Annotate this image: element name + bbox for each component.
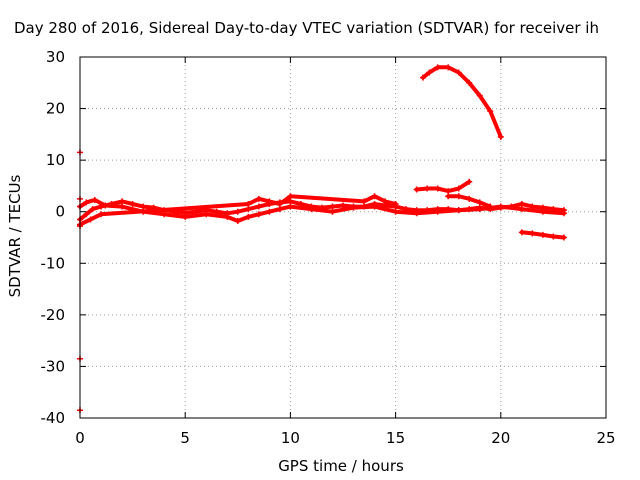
axis-ticks: 0 5 10 15 20 25 -40 -30 -20 -10 0 10 20 30 bbox=[41, 48, 616, 447]
y-tick-label: -30 bbox=[41, 357, 66, 375]
x-tick-label: 5 bbox=[180, 429, 190, 447]
x-tick-label: 0 bbox=[75, 429, 85, 447]
y-tick-label: 0 bbox=[55, 203, 65, 221]
data-layer bbox=[77, 64, 567, 413]
y-tick-label: 20 bbox=[46, 100, 65, 118]
sdtvar-chart: Day 280 of 2016, Sidereal Day-to-day VTE… bbox=[0, 0, 640, 480]
series-arc-negative-late bbox=[519, 229, 567, 240]
x-tick-label: 25 bbox=[596, 429, 615, 447]
y-tick-label: -40 bbox=[41, 409, 66, 427]
plot-frame bbox=[80, 57, 606, 418]
y-tick-label: -20 bbox=[41, 306, 66, 324]
chart-title: Day 280 of 2016, Sidereal Day-to-day VTE… bbox=[14, 19, 599, 37]
series-line bbox=[417, 182, 470, 191]
y-tick-label: -10 bbox=[41, 254, 66, 272]
x-tick-label: 15 bbox=[386, 429, 405, 447]
x-tick-label: 10 bbox=[281, 429, 300, 447]
data-point bbox=[445, 193, 451, 199]
grid-lines bbox=[80, 57, 606, 418]
y-tick-label: 10 bbox=[46, 151, 65, 169]
y-axis-label: SDTVAR / TECUs bbox=[6, 174, 24, 297]
series-arc-mid-rising bbox=[414, 179, 473, 194]
x-axis-label: GPS time / hours bbox=[278, 457, 404, 475]
x-tick-label: 20 bbox=[491, 429, 510, 447]
y-tick-label: 30 bbox=[46, 48, 65, 66]
series-line bbox=[423, 67, 501, 137]
series-arc-high-peak bbox=[420, 64, 504, 140]
